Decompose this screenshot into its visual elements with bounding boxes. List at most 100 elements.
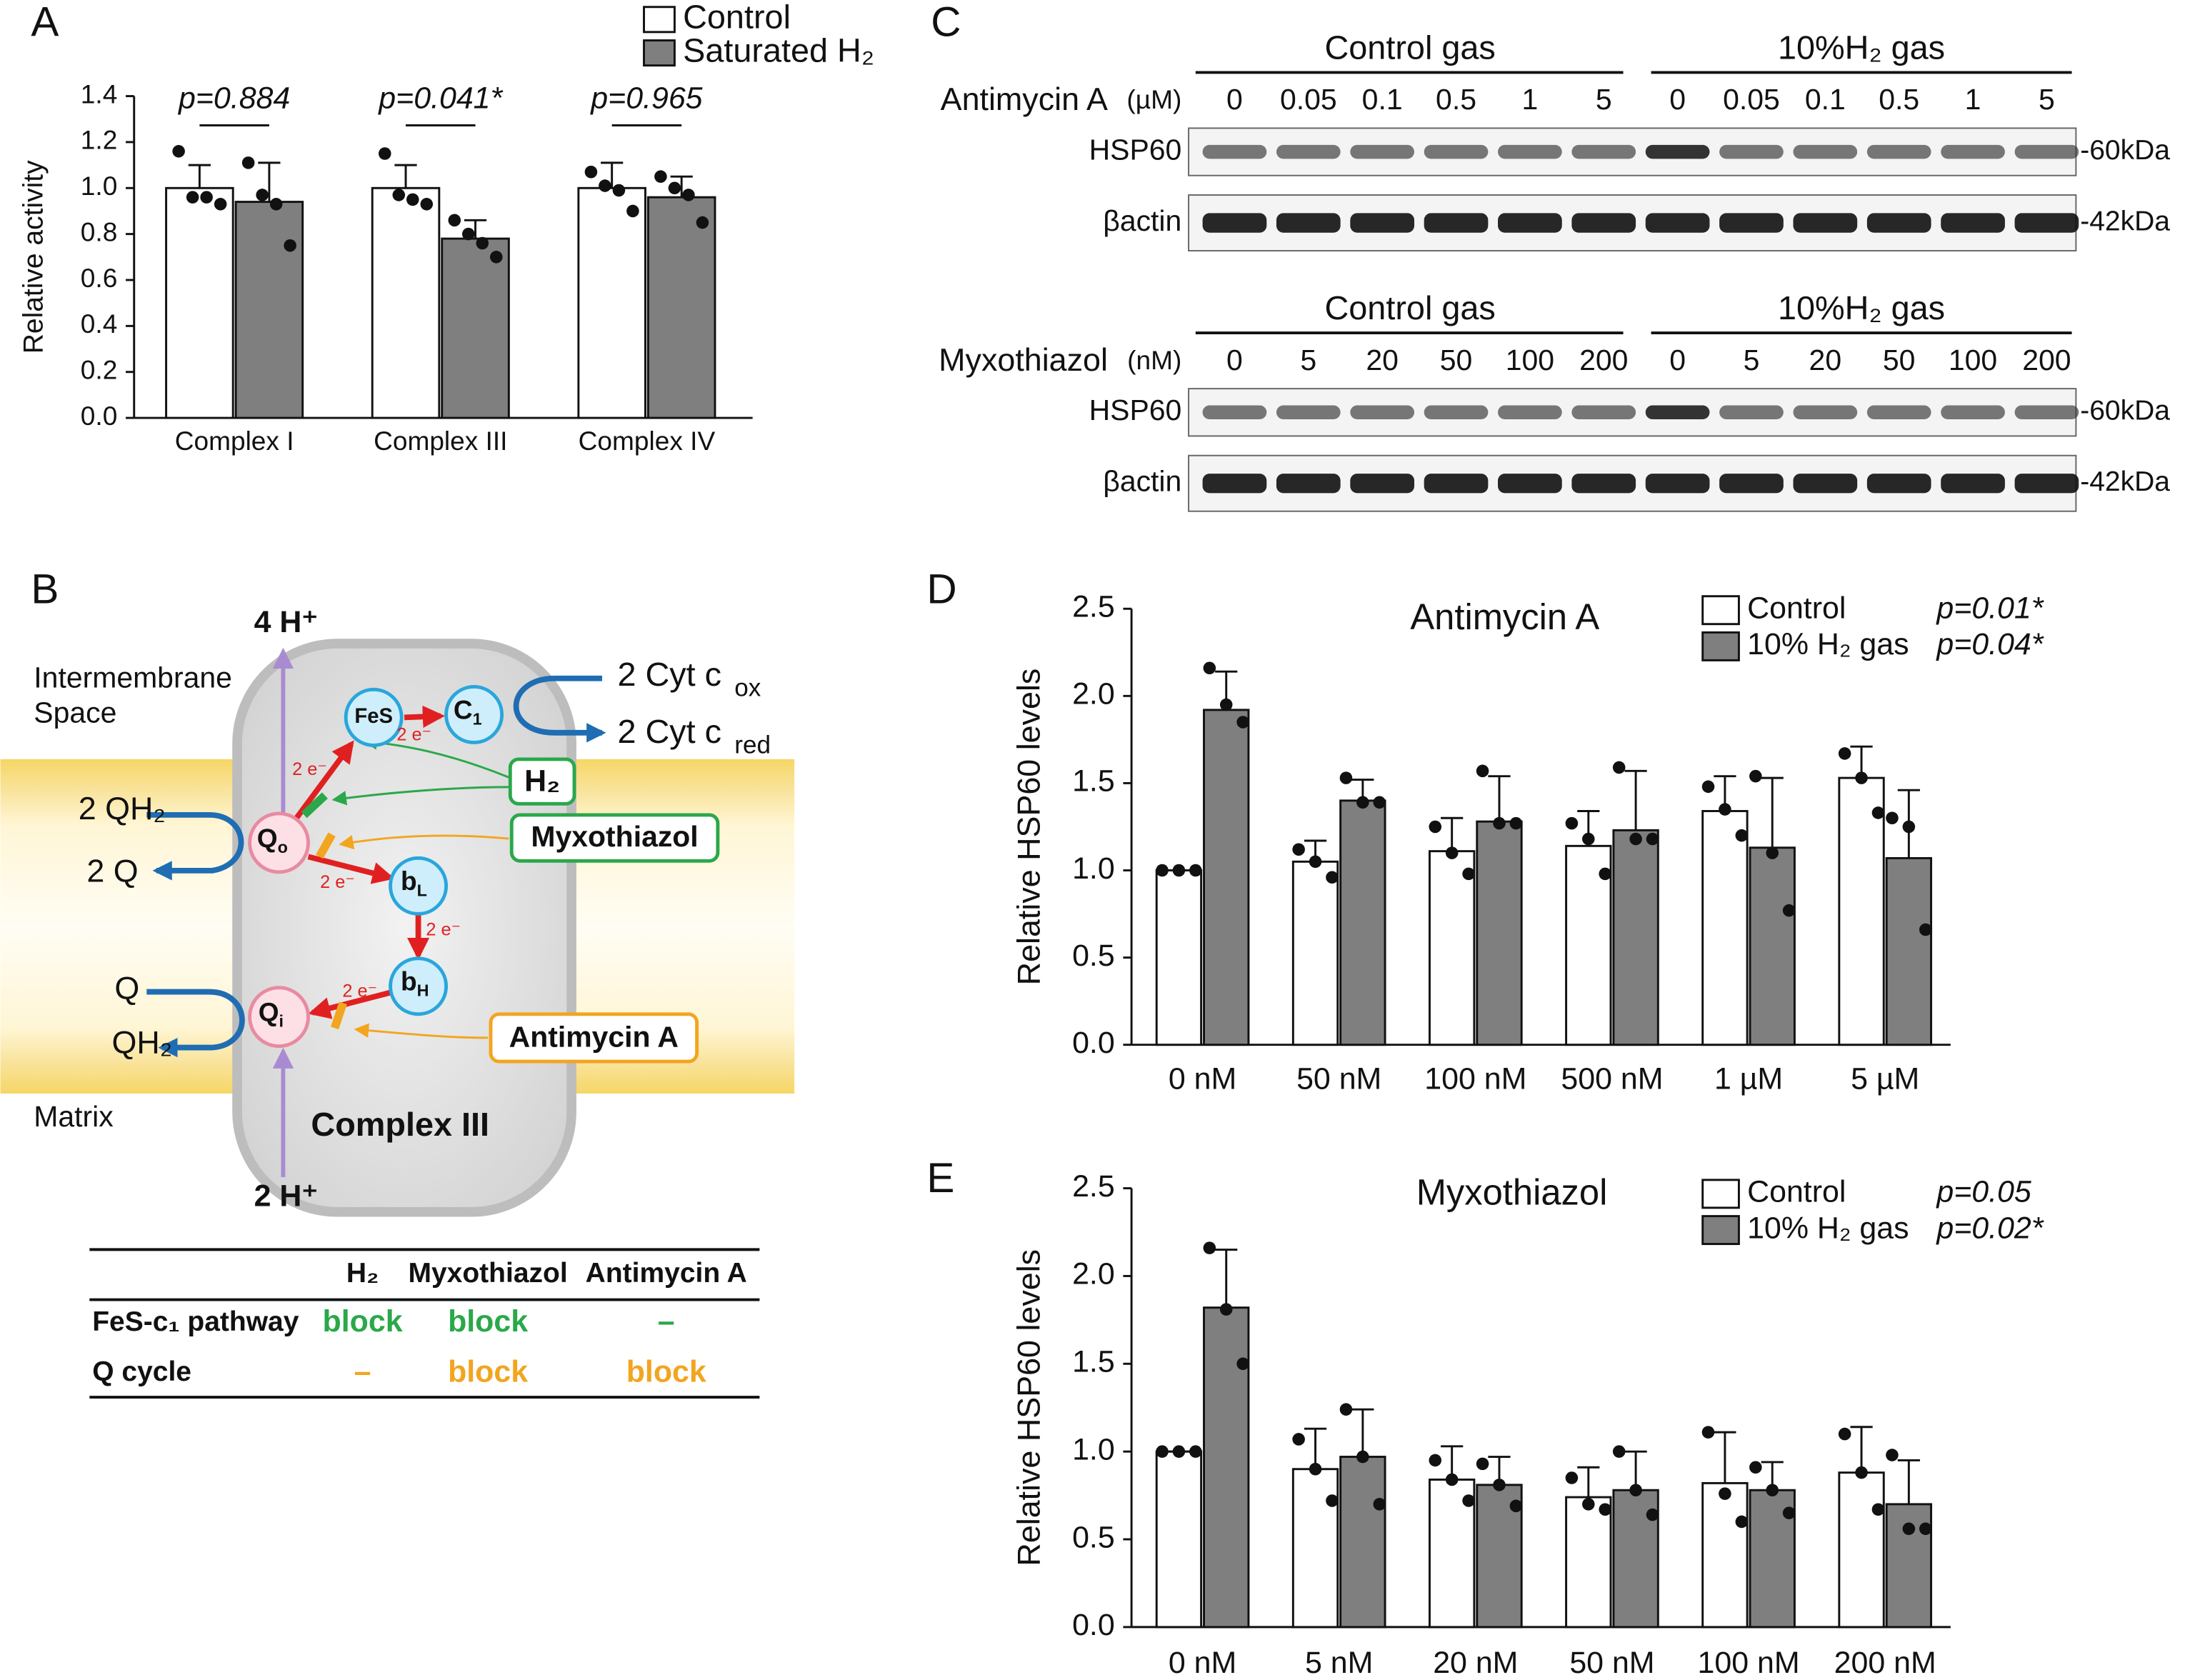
error-bar <box>1624 769 1647 831</box>
data-point <box>1236 716 1249 729</box>
electron-label: 2 e⁻ <box>426 919 461 939</box>
y-tick-label: 0.5 <box>1072 939 1115 973</box>
panel-label: D <box>926 566 956 612</box>
node-label: Q <box>259 997 279 1027</box>
bar <box>1565 1496 1612 1629</box>
data-point <box>1326 871 1339 884</box>
error-bar <box>1441 816 1464 851</box>
data-point <box>1766 846 1779 859</box>
blot-band <box>1276 405 1341 420</box>
blot-band <box>1719 474 1784 494</box>
node-sub: H <box>417 981 429 1000</box>
legend-label: Saturated H₂ <box>683 31 874 69</box>
legend-swatch <box>1701 1215 1740 1246</box>
blot-band <box>1645 144 1710 159</box>
error-bar <box>601 161 624 189</box>
panel-label: C <box>931 0 961 46</box>
bar <box>1155 869 1203 1046</box>
data-point <box>1646 1508 1659 1521</box>
dose-label: 0 <box>1226 83 1243 116</box>
data-point <box>1599 1503 1611 1516</box>
blot-band <box>1793 405 1858 420</box>
legend-label: Control <box>683 0 791 36</box>
x-tick-label: 5 nM <box>1305 1646 1373 1680</box>
x-tick-label: Complex IV <box>579 426 716 456</box>
dose-label: 0 <box>1226 344 1243 376</box>
data-point <box>1612 1445 1626 1458</box>
bar <box>577 186 646 419</box>
error-bar <box>1304 1427 1327 1469</box>
dose-label: 50 <box>1440 344 1473 376</box>
treatment-label: Myxothiazol <box>939 341 1108 378</box>
bar <box>1749 846 1796 1046</box>
legend-note: p=0.05 <box>1935 1175 2031 1209</box>
y-tick-label: 1.4 <box>81 79 118 109</box>
p-value: p=0.041* <box>377 81 503 116</box>
dose-label: 0.05 <box>1280 83 1337 116</box>
data-point <box>1782 904 1796 917</box>
blot-band <box>1571 405 1636 420</box>
dose-label: 100 <box>1506 344 1554 376</box>
treatment-unit: (nM) <box>1127 345 1181 375</box>
y-axis-label: Relative HSP60 levels <box>1011 669 1047 986</box>
blot-band <box>2014 474 2079 494</box>
data-point <box>1309 855 1322 869</box>
y-tick-label: 1.5 <box>1072 1345 1115 1379</box>
data-point <box>654 170 667 183</box>
blot-band <box>2014 213 2079 233</box>
dose-label: 0.05 <box>1723 83 1780 116</box>
cyt-label: 2 Cyt c <box>617 656 721 693</box>
legend-swatch <box>643 39 676 67</box>
blot-band <box>1498 405 1562 420</box>
data-point <box>1701 780 1715 794</box>
table-cell: block <box>323 1304 403 1339</box>
legend-label: 10% H₂ gas <box>1747 1211 1909 1245</box>
legend-swatch <box>643 6 676 34</box>
data-point <box>1886 1449 1899 1461</box>
table-row-label: Q cycle <box>92 1356 191 1387</box>
node-label: FeS <box>354 705 393 728</box>
y-tick-label: 0.0 <box>81 401 118 431</box>
data-point <box>1509 1499 1523 1513</box>
treatment-unit: (µM) <box>1126 84 1181 114</box>
blot-band <box>1424 474 1489 494</box>
data-point <box>1902 1522 1916 1536</box>
data-point <box>1203 1241 1216 1254</box>
x-tick-label: 20 nM <box>1433 1646 1518 1680</box>
panel-label: A <box>31 0 59 46</box>
y-tick-label: 2.0 <box>1072 677 1115 711</box>
bar <box>1291 860 1339 1046</box>
dose-label: 5 <box>2039 83 2055 116</box>
data-point <box>584 165 598 179</box>
blot-band <box>1202 213 1267 233</box>
x-tick-label: 5 µM <box>1851 1062 1919 1096</box>
p-value: p=0.884 <box>177 81 290 116</box>
data-point <box>186 191 199 204</box>
data-point <box>200 191 213 204</box>
table-row-label: FeS-c₁ pathway <box>92 1306 299 1337</box>
blot-row-label: HSP60 <box>1089 133 1182 166</box>
data-point <box>1509 816 1523 830</box>
blot-band <box>1350 474 1415 494</box>
blot-band <box>1350 405 1415 420</box>
size-label: -60kDa <box>2080 135 2170 166</box>
data-point <box>1701 1426 1715 1439</box>
dose-label: 20 <box>1809 344 1842 376</box>
legend-label: Control <box>1747 1175 1846 1209</box>
error-bar <box>1488 775 1511 822</box>
blot-band <box>1719 144 1784 159</box>
data-point <box>1236 1357 1249 1371</box>
proton-label: 4 H⁺ <box>254 605 318 639</box>
blot-band <box>1866 405 1931 420</box>
data-point <box>696 216 709 229</box>
bar <box>1203 709 1250 1046</box>
blot-band <box>1350 144 1415 159</box>
error-bar <box>1351 1408 1374 1457</box>
cyt-label: 2 Cyt c <box>617 713 721 750</box>
data-point <box>1902 820 1916 834</box>
blot-row-label: βactin <box>1103 204 1181 237</box>
blot-band <box>1276 144 1341 159</box>
data-point <box>1373 1498 1386 1511</box>
inhibitor-label: H₂ <box>524 764 560 798</box>
quinone-label: 2 Q <box>86 853 138 889</box>
